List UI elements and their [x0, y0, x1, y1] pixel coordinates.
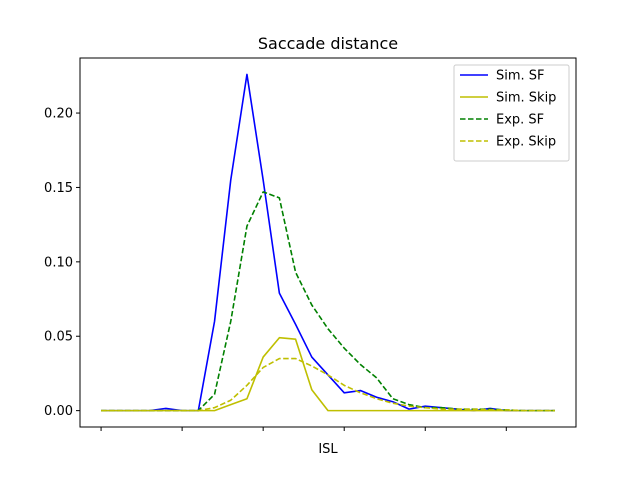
y-tick-label: 0.00: [44, 404, 73, 419]
legend-label: Exp. SF: [496, 113, 544, 128]
y-tick-label: 0.10: [44, 255, 73, 270]
series-line-3: [101, 191, 555, 412]
axes: 0.00 0.05 0.10 0.15 0.20: [44, 107, 507, 431]
x-axis-label: ISL: [318, 442, 338, 457]
y-tick-label: 0.05: [44, 330, 73, 345]
plot-area: [101, 73, 555, 412]
legend-label: Sim. Skip: [496, 91, 556, 106]
legend-label: Sim. SF: [496, 69, 545, 84]
legend-box: [453, 64, 570, 162]
legend-label: Exp. Skip: [496, 135, 556, 150]
chart-title: Saccade distance: [258, 34, 398, 53]
legend: Sim. SF Sim. Skip Exp. SF Exp. Skip: [453, 64, 570, 162]
y-tick-label: 0.15: [44, 181, 73, 196]
plot-frame: [79, 57, 577, 428]
series-line-4: [101, 357, 555, 412]
y-tick-label: 0.20: [44, 107, 73, 122]
